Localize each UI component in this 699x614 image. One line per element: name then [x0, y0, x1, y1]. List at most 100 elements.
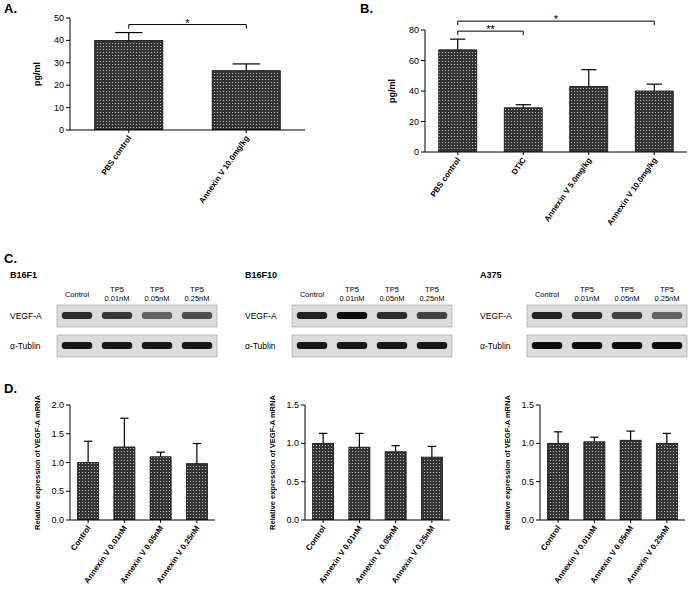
figure: A.B.C.D.01020304050PBS controlAnnexin V … [0, 0, 699, 614]
tick [88, 520, 89, 523]
tick-label: 0 [59, 125, 64, 135]
tick-label: 30 [54, 58, 64, 68]
marks [95, 33, 281, 130]
panel-label: C. [4, 251, 17, 266]
tick [66, 491, 70, 492]
tick [66, 520, 70, 521]
tick-label: 1.0 [286, 438, 299, 448]
category-label: Annexin V 0.25nM [155, 524, 202, 586]
tick-label: 60 [409, 56, 419, 66]
lane-label: TP50.01nM [104, 285, 129, 303]
band [612, 342, 642, 349]
annotation: ** [486, 23, 495, 35]
lane-label: TP50.05nM [144, 285, 169, 303]
tick-label: 1.0 [51, 458, 64, 468]
axis-title: Relative expression of VEGF-A mRNA [503, 395, 512, 530]
tick-label: 40 [54, 35, 64, 45]
category-label: PBS control [100, 134, 134, 177]
tick [588, 152, 589, 155]
tick [421, 30, 425, 31]
band [652, 342, 682, 349]
tick-label: 10 [54, 103, 64, 113]
panel-label: A. [4, 1, 17, 16]
marks [439, 39, 673, 152]
error-bar [156, 452, 164, 457]
panel-label: D. [4, 381, 17, 396]
error-bar [355, 433, 363, 447]
tick-label: 2.0 [51, 400, 64, 410]
tick [536, 481, 540, 482]
blot-membrane [527, 335, 687, 357]
bar [95, 40, 163, 130]
marks [313, 433, 443, 520]
tick [421, 152, 425, 153]
x-axis [425, 152, 687, 153]
cell-line-label: A375 [480, 270, 502, 280]
tick [301, 405, 305, 406]
tick [536, 405, 540, 406]
bar [421, 457, 442, 520]
annotation: * [185, 17, 190, 29]
band [182, 312, 212, 319]
band [532, 312, 562, 319]
tick-label: 80 [409, 25, 419, 35]
tick-label: 0.5 [286, 477, 299, 487]
bar [584, 442, 605, 520]
chart: 0.00.51.01.5ControlAnnexin V 0.01nMAnnex… [503, 395, 685, 586]
bar [385, 452, 406, 520]
category-label: Control [539, 524, 563, 552]
error-bar [120, 418, 128, 447]
tick [301, 443, 305, 444]
bar [212, 71, 280, 130]
bar [620, 440, 641, 520]
row-label: α-Tublin [480, 341, 511, 351]
tick-label: 50 [54, 13, 64, 23]
tick-label: 1.5 [521, 400, 534, 410]
bar [150, 457, 171, 520]
tick [66, 107, 70, 108]
tick-label: 0.0 [521, 515, 534, 525]
error-bar [554, 432, 562, 444]
y-axis [70, 18, 71, 130]
bar [570, 86, 608, 152]
tick [558, 520, 559, 523]
bar [349, 447, 370, 520]
bar [313, 443, 334, 520]
band [532, 342, 562, 349]
band [297, 312, 327, 319]
bar [504, 108, 542, 152]
x-axis [540, 520, 685, 521]
row-label: α-Tublin [245, 341, 276, 351]
tick [66, 40, 70, 41]
band [377, 342, 407, 349]
tick-label: 0.0 [51, 515, 64, 525]
tick-label: 40 [409, 86, 419, 96]
band [337, 342, 367, 349]
tick [421, 121, 425, 122]
category-label: Annexin V 5.0mg/kg [542, 156, 593, 224]
blot-membrane [57, 335, 217, 357]
tick [359, 520, 360, 523]
tick [301, 481, 305, 482]
lane-label: TP50.25nM [419, 285, 444, 303]
tick [594, 520, 595, 523]
error-bar [193, 444, 201, 464]
tick [160, 520, 161, 523]
tick-label: 0.5 [521, 477, 534, 487]
lane-label: TP50.01nM [574, 285, 599, 303]
bar [548, 443, 569, 520]
tick-label: 1.5 [51, 429, 64, 439]
bar [439, 50, 477, 152]
x-axis [305, 520, 450, 521]
bar [78, 463, 99, 521]
category-label: Annexin V 0.25nM [390, 524, 437, 586]
tick-label: 1.0 [521, 438, 534, 448]
error-bar [450, 39, 465, 50]
band [102, 312, 132, 319]
category-label: Annexin V 10.0mg/kg [197, 134, 251, 205]
tick [66, 462, 70, 463]
x-axis [70, 520, 215, 521]
tick [246, 130, 247, 133]
row-label: VEGF-A [480, 311, 512, 321]
tick [654, 152, 655, 155]
